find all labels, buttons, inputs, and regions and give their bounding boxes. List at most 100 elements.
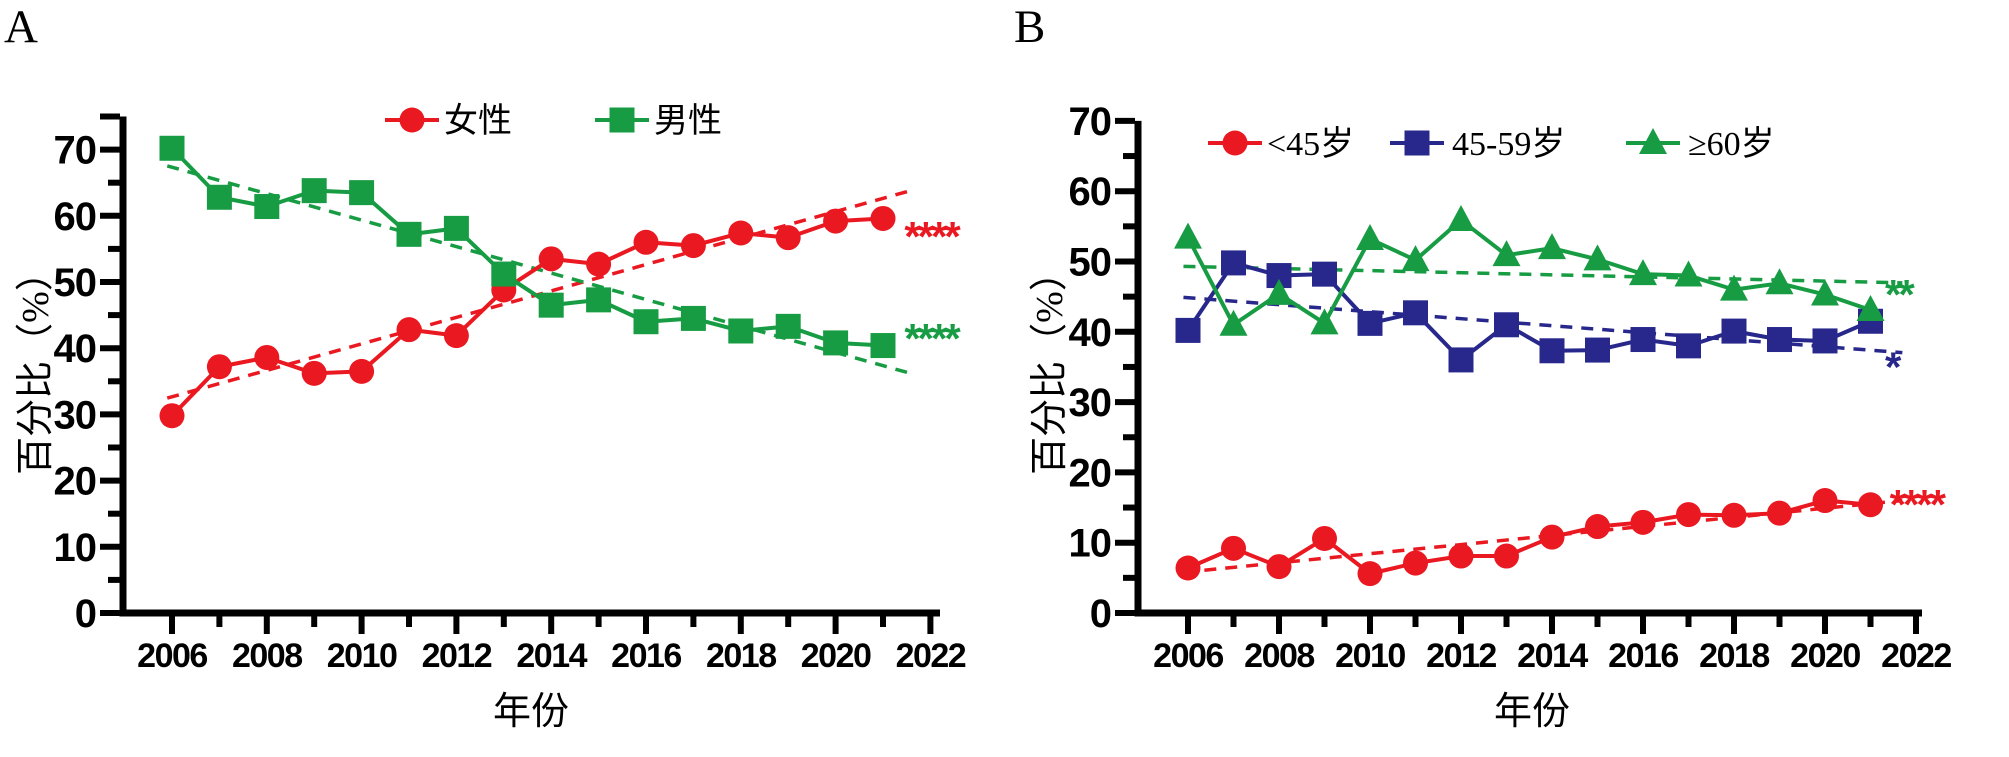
trend-line [1183,295,1903,355]
data-point-marker [680,305,706,331]
series-line [170,146,884,348]
data-point-marker [1266,554,1292,580]
data-point-marker [1175,317,1201,343]
x-tick-label: 2006 [1153,637,1223,675]
series-line [1186,260,1872,362]
data-point-marker [775,313,801,339]
x-tick-label: 2012 [1426,637,1496,675]
y-tick-label: 30 [54,393,97,437]
data-point-marker [609,107,635,133]
significance-stars: **** [1890,481,1947,528]
data-point-marker [254,344,280,370]
y-axis-title: 百分比（%） [1029,253,1071,475]
data-point-marker [1585,337,1610,363]
data-point-marker [1765,268,1794,295]
data-point-marker [1357,561,1383,587]
data-point-marker [1858,492,1883,518]
data-point-marker [538,292,564,318]
x-tick-label: 2016 [1608,637,1678,675]
y-tick-label: 10 [1069,522,1112,566]
data-point-marker [1310,308,1339,335]
significance-stars: ** [1885,271,1915,318]
x-tick-label: 2020 [1790,637,1860,675]
y-tick-label: 60 [54,195,97,239]
data-point-marker [1767,500,1792,526]
data-point-marker [1585,514,1610,540]
data-point-marker [1676,502,1701,528]
data-point-marker [633,309,659,335]
data-point-marker [1401,245,1430,272]
data-point-marker [1583,244,1612,271]
data-point-marker [1221,535,1246,561]
data-point-marker [443,215,469,241]
series-line [170,216,884,418]
data-point-marker [1312,525,1337,551]
data-point-marker [301,178,327,204]
data-point-marker [491,261,517,287]
data-point-marker [1219,309,1248,336]
panel-letter-b: B [1014,1,1046,53]
data-point-marker [254,194,280,220]
legend-label: 女性 [444,102,512,140]
x-axis-title: 年份 [1494,691,1570,733]
data-point-marker [399,107,425,133]
data-point-marker [1403,300,1428,326]
data-point-marker [1494,312,1519,338]
data-point-marker [1175,555,1201,581]
data-point-marker [1448,347,1474,373]
data-point-marker [1630,327,1656,353]
data-point-marker [1539,338,1565,364]
x-axis-title: 年份 [493,691,569,733]
x-tick-label: 2014 [516,637,587,675]
data-point-marker [1221,250,1246,276]
data-point-marker [1265,278,1293,305]
y-tick-label: 20 [1069,451,1112,495]
data-point-marker [349,358,375,384]
legend-label: ≥60岁 [1688,125,1775,163]
data-point-marker [1720,274,1748,301]
data-point-marker [1811,279,1839,306]
x-tick-label: 2012 [422,637,492,675]
data-point-marker [396,317,422,343]
data-point-marker [1404,130,1430,156]
data-point-marker [538,246,564,272]
x-tick-label: 2018 [706,637,776,675]
panel-letter-a: A [4,1,38,53]
data-point-marker [1812,328,1838,354]
data-point-marker [159,403,185,429]
data-point-marker [633,229,659,255]
data-point-marker [1494,543,1519,569]
x-tick-label: 2014 [1517,637,1588,675]
data-point-marker [159,135,185,161]
data-point-marker [349,180,375,206]
data-point-marker [1312,261,1337,287]
data-point-marker [1222,130,1248,156]
data-point-marker [1403,550,1428,576]
data-point-marker [1812,488,1838,514]
significance-stars: **** [904,315,961,362]
data-point-marker [1676,333,1701,359]
y-tick-label: 0 [75,592,96,636]
data-point-marker [728,220,754,246]
x-tick-label: 2016 [611,637,681,675]
data-point-marker [823,208,849,234]
x-tick-label: 2022 [896,637,966,675]
data-point-marker [1357,310,1383,336]
legend-label: 男性 [654,102,722,140]
series-line [1186,218,1872,327]
x-tick-label: 2006 [137,637,207,675]
data-point-marker [1856,295,1885,322]
data-point-marker [443,323,469,349]
data-point-marker [1356,224,1384,251]
data-point-marker [1492,240,1521,267]
y-tick-label: 10 [54,526,97,570]
data-point-marker [728,318,754,344]
y-tick-label: 70 [54,129,97,173]
data-point-marker [1174,222,1202,249]
data-point-marker [1447,205,1475,232]
data-point-marker [1629,259,1657,286]
y-tick-label: 60 [1069,170,1112,214]
data-point-marker [680,233,706,259]
y-tick-label: 20 [54,460,97,504]
